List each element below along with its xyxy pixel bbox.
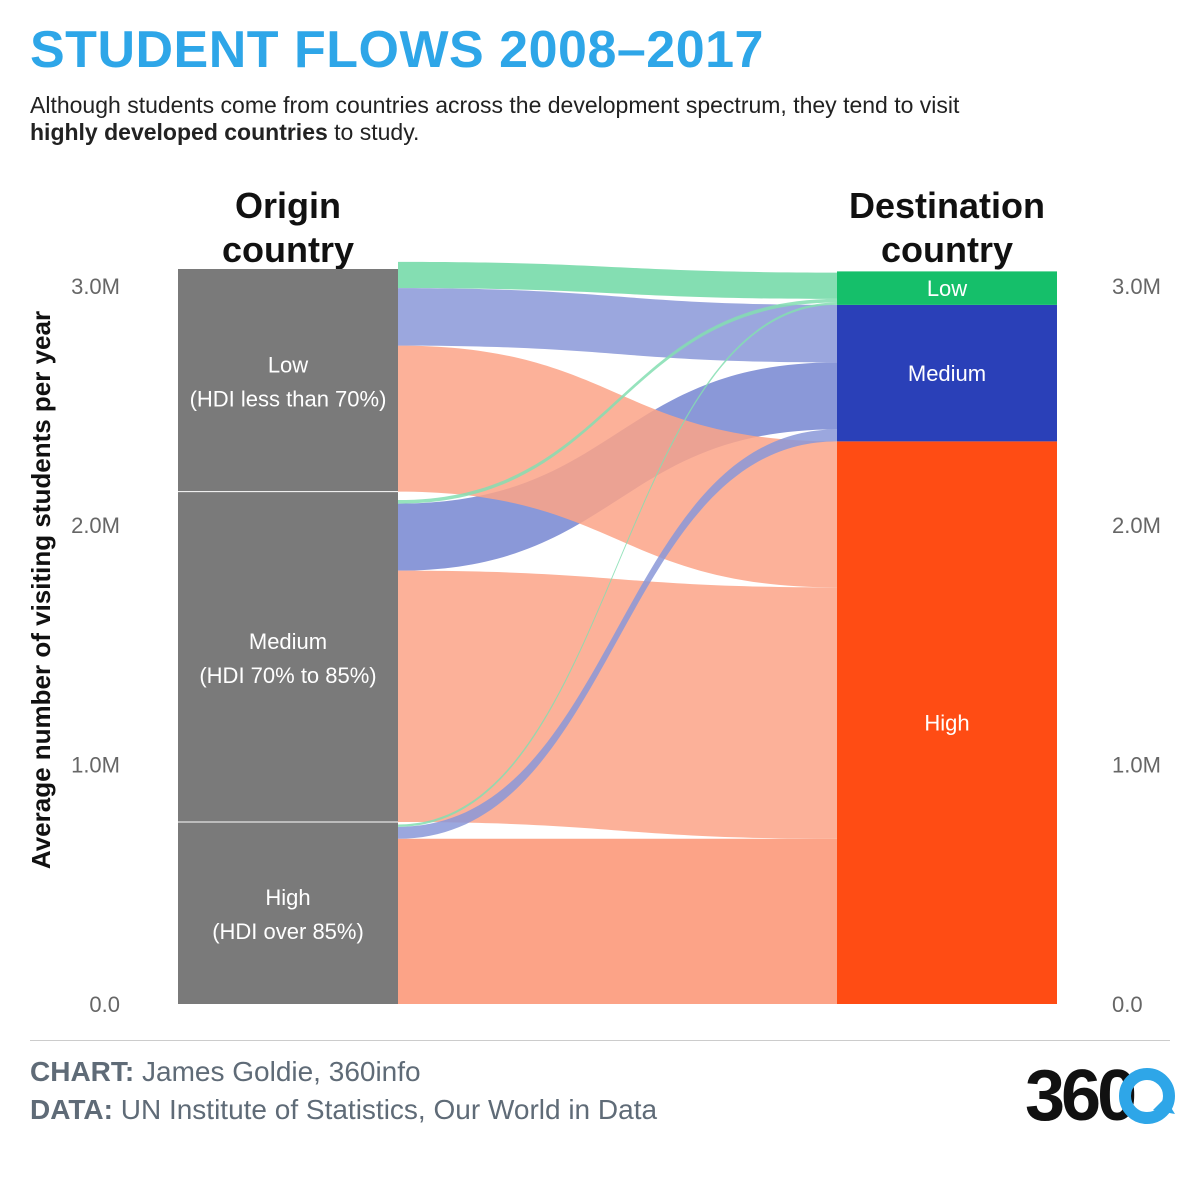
- y-tick-label-left: 2.0M: [71, 513, 120, 538]
- chart-credit-text: James Goldie, 360info: [142, 1056, 421, 1087]
- refresh-circle-icon: [1119, 1068, 1175, 1124]
- chart-subtitle: Although students come from countries ac…: [30, 92, 1030, 146]
- destination-label-medium: Medium: [908, 361, 986, 386]
- sankey-chart: 0.0 0.0 1.0M 1.0M 2.0M 2.0M 3.0M 3.0M Average nu…: [26, 185, 1161, 1017]
- origin-node-medium: [178, 491, 398, 823]
- chart-title: STUDENT FLOWS 2008–2017: [30, 21, 764, 79]
- subtitle-emphasis: highly developed countries: [30, 119, 328, 145]
- flow-low-to-low: [398, 261, 837, 299]
- subtitle-end: to study.: [327, 119, 420, 145]
- origin-heading-line: country: [222, 229, 354, 270]
- data-credit-text: UN Institute of Statistics, Our World in…: [120, 1094, 658, 1125]
- origin-node-low: [178, 269, 398, 492]
- origin-sublabel-high: (HDI over 85%): [212, 919, 364, 944]
- flow-medium-to-low: [398, 298, 837, 504]
- destination-node-high: [837, 441, 1057, 1005]
- origin-heading-line: Origin: [235, 185, 341, 226]
- flow-high-to-medium: [398, 429, 837, 839]
- chart-credit: CHART: James Goldie, 360info: [30, 1056, 421, 1088]
- origin-node-high: [178, 822, 398, 1004]
- destination-label-low: Low: [927, 276, 967, 301]
- origin-label-low: Low: [268, 352, 308, 377]
- destination-heading-line: country: [881, 229, 1013, 270]
- origin-label-medium: Medium: [249, 629, 327, 654]
- destination-heading-line: Destination: [849, 185, 1045, 226]
- flow-high-to-high: [398, 838, 837, 1004]
- y-tick-label-right: 1.0M: [1112, 753, 1161, 778]
- destination-label-high: High: [924, 711, 969, 736]
- data-credit-label: DATA:: [30, 1094, 113, 1125]
- destination-node-low: [837, 271, 1057, 305]
- y-tick-label-right: 2.0M: [1112, 513, 1161, 538]
- 360info-logo: 360: [1025, 1058, 1175, 1128]
- y-tick-label-right: 0.0: [1112, 992, 1143, 1017]
- y-tick-label-left: 0.0: [89, 992, 120, 1017]
- y-tick-label-left: 3.0M: [71, 274, 120, 299]
- chart-credit-label: CHART:: [30, 1056, 135, 1087]
- flow-medium-to-high: [398, 570, 837, 839]
- logo-text: 360: [1025, 1058, 1135, 1128]
- data-credit: DATA: UN Institute of Statistics, Our Wo…: [30, 1094, 657, 1126]
- subtitle-text: Although students come from countries ac…: [30, 92, 960, 118]
- origin-label-high: High: [265, 885, 310, 910]
- destination-node-medium: [837, 304, 1057, 442]
- flow-low-to-medium: [398, 288, 837, 363]
- flow-low-to-high: [398, 345, 837, 588]
- y-tick-label-left: 1.0M: [71, 753, 120, 778]
- flow-high-to-low: [398, 302, 837, 827]
- footer-divider: [30, 1040, 1170, 1041]
- y-tick-label-right: 3.0M: [1112, 274, 1161, 299]
- y-axis-label: Average number of visiting students per …: [26, 311, 56, 869]
- origin-sublabel-medium: (HDI 70% to 85%): [199, 663, 376, 688]
- origin-sublabel-low: (HDI less than 70%): [190, 386, 387, 411]
